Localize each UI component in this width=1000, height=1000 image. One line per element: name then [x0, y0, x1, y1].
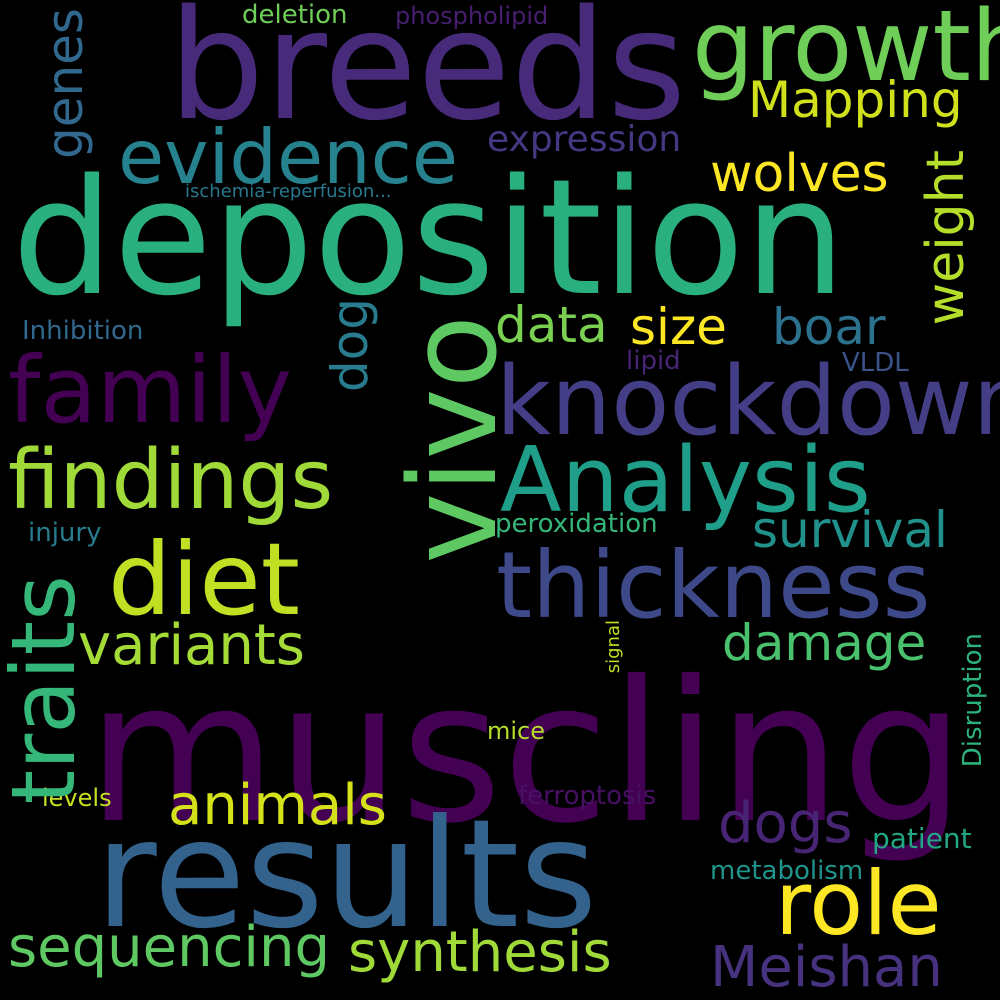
word-vivo: vivo — [385, 315, 524, 564]
word-sequencing: sequencing — [8, 915, 330, 980]
word-wolves: wolves — [710, 144, 889, 204]
word-inhibition: Inhibition — [22, 316, 144, 346]
word-variants: variants — [78, 613, 305, 678]
word-muscling: muscling — [87, 639, 966, 866]
word-thickness: thickness — [496, 532, 931, 639]
word-ferroptosis: ferroptosis — [518, 781, 657, 811]
word-vldl: VLDL — [842, 348, 909, 378]
word-role: role — [775, 852, 942, 955]
word-dogs: dogs — [718, 791, 853, 856]
word-signal: signal — [603, 620, 624, 674]
word-size: size — [630, 298, 727, 356]
word-growth: growth — [692, 0, 1000, 104]
word-metabolism: metabolism — [710, 856, 864, 886]
word-dog: dog — [321, 298, 379, 393]
word-survival: survival — [752, 501, 948, 559]
word-boar: boar — [772, 298, 886, 356]
word-peroxidation: peroxidation — [495, 509, 658, 539]
word-meishan: Meishan — [710, 935, 943, 1000]
word-analysis: Analysis — [500, 428, 871, 533]
word-patient: patient — [872, 822, 972, 855]
word-synthesis: synthesis — [348, 920, 612, 985]
word-levels: levels — [42, 784, 112, 812]
word-phospholipid: phospholipid — [395, 2, 549, 30]
word-weight: weight — [916, 150, 976, 326]
word-family: family — [8, 337, 292, 444]
word-disruption: Disruption — [958, 633, 988, 768]
word-genes: genes — [36, 8, 94, 160]
word-traits: traits — [0, 575, 95, 805]
word-ischemia-reperfusion: ischemia-reperfusion... — [185, 181, 392, 202]
word-injury: injury — [28, 518, 102, 548]
word-diet: diet — [108, 521, 300, 638]
word-mice: mice — [487, 717, 546, 745]
word-findings: findings — [8, 433, 334, 528]
word-lipid: lipid — [626, 346, 681, 376]
word-mapping: Mapping — [748, 71, 963, 129]
word-deletion: deletion — [242, 0, 348, 30]
word-deposition: deposition — [12, 144, 846, 331]
word-animals: animals — [168, 773, 387, 838]
word-data: data — [495, 296, 608, 354]
word-breeds: breeds — [168, 0, 687, 154]
word-evidence: evidence — [118, 113, 459, 201]
word-expression: expression — [487, 119, 682, 160]
word-results: results — [95, 788, 598, 962]
word-damage: damage — [722, 614, 927, 672]
word-knockdown: knockdown — [496, 347, 1000, 457]
